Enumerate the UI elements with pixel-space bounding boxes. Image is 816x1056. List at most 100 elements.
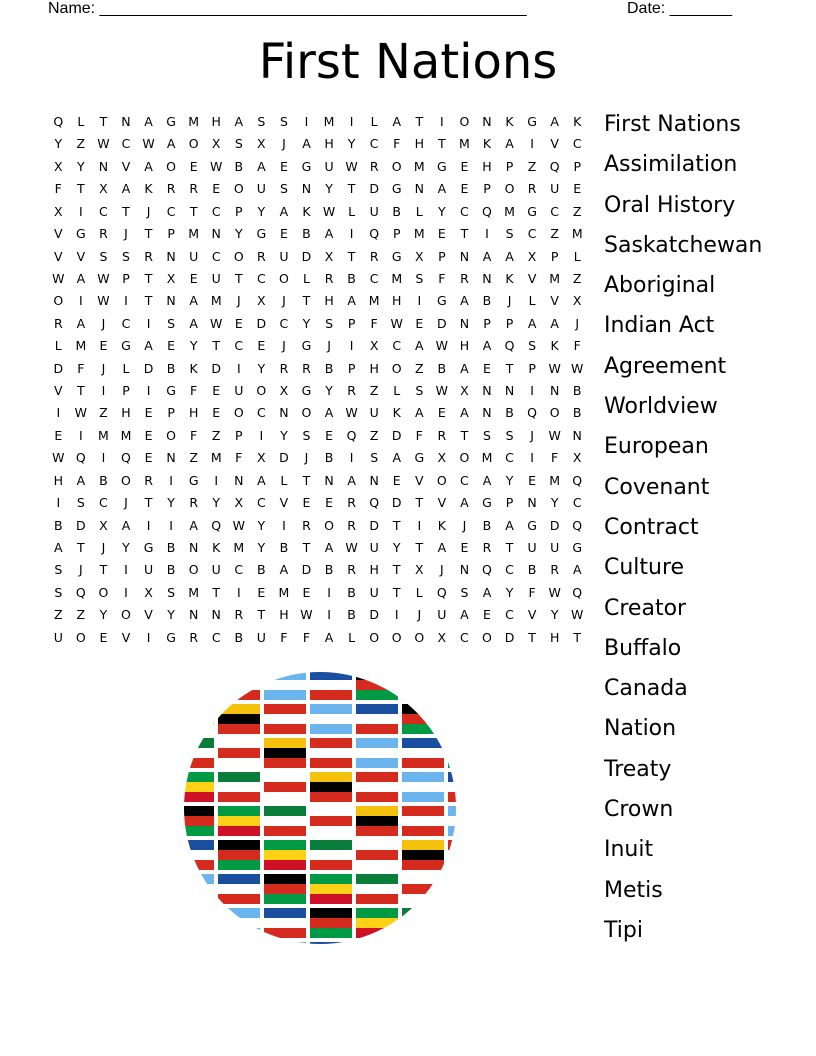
flag-stripe xyxy=(402,738,444,748)
grid-letter: H xyxy=(188,405,199,421)
grid-letter: O xyxy=(166,158,177,174)
grid-letter: A xyxy=(527,315,537,331)
flag-stripe xyxy=(310,758,352,768)
flag-stripe xyxy=(356,758,398,768)
grid-letter: G xyxy=(527,517,537,533)
grid-letter: T xyxy=(122,203,130,219)
grid-letter: A xyxy=(144,338,153,354)
date-field-label: Date: _______ xyxy=(627,0,732,17)
grid-letter: C xyxy=(211,203,221,219)
grid-letter: A xyxy=(302,136,311,152)
grid-letter: Y xyxy=(77,158,85,174)
grid-letter: C xyxy=(256,405,266,421)
grid-letter: J xyxy=(282,293,286,309)
grid-letter: N xyxy=(166,450,176,466)
grid-letter: T xyxy=(257,607,266,623)
grid-letter: N xyxy=(324,472,334,488)
grid-letter: G xyxy=(301,338,312,354)
word-list-item: Assimilation xyxy=(604,152,738,178)
grid-letter: R xyxy=(527,181,537,197)
grid-letter: W xyxy=(571,360,584,376)
grid-letter: B xyxy=(347,584,356,600)
grid-letter: A xyxy=(392,450,401,466)
grid-letter: N xyxy=(234,472,244,488)
grid-letter: T xyxy=(460,226,469,242)
grid-letter: E xyxy=(325,427,333,443)
grid-letter: Y xyxy=(257,360,266,376)
grid-letter: F xyxy=(54,181,62,197)
grid-letter: O xyxy=(256,383,267,399)
grid-letter: R xyxy=(324,270,334,286)
grid-letter: J xyxy=(124,226,128,242)
grid-letter: L xyxy=(415,203,423,219)
grid-letter: F xyxy=(393,136,401,152)
grid-letter: H xyxy=(549,629,560,645)
flag-stripe xyxy=(218,894,260,904)
grid-letter: E xyxy=(437,226,446,242)
flag-stripe xyxy=(448,690,456,700)
grid-letter: T xyxy=(505,540,514,556)
grid-letter: A xyxy=(144,158,153,174)
grid-letter: H xyxy=(324,293,334,309)
grid-letter: M xyxy=(188,226,200,242)
flag-stripe xyxy=(310,894,352,904)
grid-letter: A xyxy=(54,540,63,556)
grid-letter: E xyxy=(437,405,446,421)
grid-letter: A xyxy=(437,540,447,556)
word-list-item: First Nations xyxy=(604,112,741,137)
grid-letter: C xyxy=(99,495,108,511)
grid-letter: I xyxy=(282,517,286,533)
grid-letter: N xyxy=(98,158,109,174)
flag-stripe xyxy=(402,714,444,724)
flag-stripe xyxy=(310,874,352,884)
grid-letter: S xyxy=(234,136,243,152)
flag-stripe xyxy=(402,918,444,928)
grid-letter: A xyxy=(257,472,266,488)
grid-letter: F xyxy=(438,270,446,286)
flag-stripe xyxy=(184,690,214,700)
grid-letter: O xyxy=(369,629,380,645)
flag-stripe xyxy=(264,826,306,836)
flag-stripe xyxy=(218,758,260,768)
grid-letter: A xyxy=(415,405,424,421)
grid-letter: O xyxy=(549,405,560,421)
grid-letter: H xyxy=(369,360,379,376)
grid-letter: V xyxy=(527,607,537,623)
grid-letter: Y xyxy=(550,495,559,511)
grid-letter: A xyxy=(324,226,334,242)
grid-letter: B xyxy=(324,450,334,466)
grid-letter: L xyxy=(54,338,62,354)
grid-letter: I xyxy=(79,427,83,443)
grid-letter: C xyxy=(211,248,221,264)
grid-letter: O xyxy=(75,629,86,645)
grid-letter: C xyxy=(121,315,131,331)
grid-letter: R xyxy=(369,158,379,174)
grid-letter: M xyxy=(233,540,245,556)
flag-stripe xyxy=(218,826,260,836)
grid-letter: A xyxy=(460,607,469,623)
grid-letter: H xyxy=(459,338,470,354)
grid-letter: V xyxy=(54,226,63,242)
grid-letter: L xyxy=(280,472,288,488)
grid-letter: J xyxy=(530,427,534,443)
grid-letter: X xyxy=(414,562,424,578)
grid-letter: E xyxy=(144,427,153,443)
flag-stripe xyxy=(184,672,214,680)
grid-letter: Y xyxy=(325,383,333,399)
grid-letter: C xyxy=(369,270,379,286)
grid-letter: D xyxy=(301,248,312,264)
grid-letter: U xyxy=(369,540,379,556)
grid-letter: P xyxy=(235,203,243,219)
grid-letter: B xyxy=(437,360,447,376)
flag-stripe xyxy=(356,724,398,734)
grid-letter: N xyxy=(188,540,199,556)
grid-letter: X xyxy=(211,136,221,152)
grid-letter: L xyxy=(77,114,85,129)
word-list-item: Aboriginal xyxy=(604,273,716,299)
grid-letter: T xyxy=(302,472,311,488)
